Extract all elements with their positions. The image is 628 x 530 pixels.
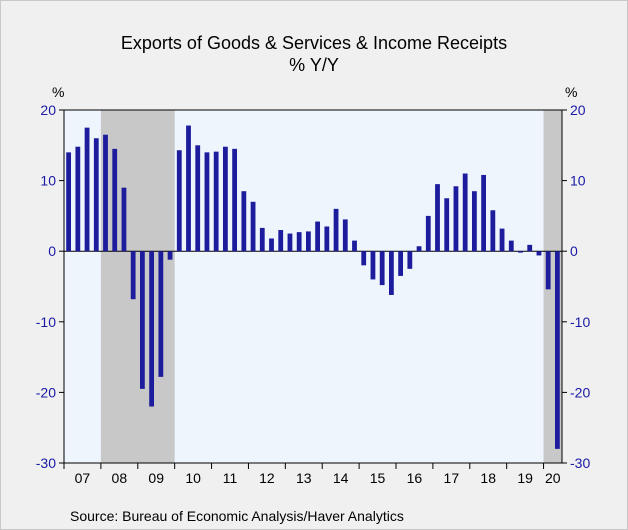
bar-12Q1 xyxy=(250,201,256,252)
bar-15Q2 xyxy=(370,251,376,280)
bar-18Q4 xyxy=(499,228,505,252)
bar-15Q4 xyxy=(388,251,394,295)
bar-07Q1 xyxy=(66,152,72,252)
bar-11Q2 xyxy=(222,146,228,252)
bar-14Q4 xyxy=(352,240,357,252)
bar-15Q3 xyxy=(379,251,385,286)
bar-13Q1 xyxy=(287,233,293,252)
left-axis-unit: % xyxy=(52,84,65,100)
y-tick-label-left: 0 xyxy=(48,243,56,259)
bar-18Q1 xyxy=(471,191,477,252)
bar-12Q4 xyxy=(278,230,284,252)
x-year-label: 10 xyxy=(185,470,201,486)
x-year-label: 14 xyxy=(333,470,349,486)
x-year-label: 09 xyxy=(148,470,164,486)
x-year-label: 15 xyxy=(370,470,386,486)
bar-08Q4 xyxy=(130,251,136,300)
bar-17Q2 xyxy=(444,198,450,252)
x-year-label: 17 xyxy=(444,470,460,486)
x-year-label: 12 xyxy=(259,470,275,486)
x-year-label: 11 xyxy=(223,470,238,486)
bar-09Q1 xyxy=(139,251,145,389)
x-year-label: 18 xyxy=(480,470,496,486)
x-year-label: 08 xyxy=(112,470,128,486)
bar-12Q3 xyxy=(269,238,274,252)
bar-19Q3 xyxy=(527,244,533,252)
y-tick-label-left: 20 xyxy=(40,102,56,118)
bar-20Q2 xyxy=(554,251,560,449)
bar-20Q1 xyxy=(545,251,551,290)
bar-11Q3 xyxy=(232,148,238,252)
bar-16Q1 xyxy=(398,251,404,276)
bar-14Q2 xyxy=(333,208,339,252)
bar-17Q4 xyxy=(462,173,468,252)
y-tick-label-left: -30 xyxy=(36,455,56,471)
y-tick-label-right: -20 xyxy=(570,384,590,400)
bar-08Q3 xyxy=(121,187,127,252)
bar-14Q3 xyxy=(342,219,348,252)
x-year-label: 20 xyxy=(545,470,561,486)
bar-19Q1 xyxy=(508,240,514,252)
source-note: Source: Bureau of Economic Analysis/Have… xyxy=(70,508,404,524)
bar-17Q3 xyxy=(453,186,459,252)
x-year-label: 07 xyxy=(75,470,91,486)
plot-border xyxy=(63,109,563,464)
bar-09Q4 xyxy=(167,251,173,260)
bar-07Q2 xyxy=(75,146,81,252)
y-tick-label-left: 10 xyxy=(40,173,56,189)
bar-08Q2 xyxy=(112,148,118,252)
bar-13Q3 xyxy=(305,231,311,252)
x-year-label: 13 xyxy=(296,470,312,486)
bar-16Q4 xyxy=(425,215,431,252)
bar-08Q1 xyxy=(103,134,108,252)
y-tick-label-right: 0 xyxy=(570,243,578,259)
bar-10Q1 xyxy=(176,150,182,252)
bar-15Q1 xyxy=(361,251,367,266)
y-tick-label-left: -20 xyxy=(36,384,56,400)
x-year-label: 16 xyxy=(407,470,423,486)
bar-07Q3 xyxy=(84,127,90,252)
bar-16Q3 xyxy=(416,246,422,252)
y-tick-label-left: -10 xyxy=(36,314,56,330)
bar-19Q4 xyxy=(536,251,542,256)
bar-11Q4 xyxy=(241,191,247,252)
bar-10Q3 xyxy=(195,145,201,252)
bar-18Q3 xyxy=(490,210,496,252)
bar-17Q1 xyxy=(435,184,440,252)
recession-band-1 xyxy=(100,110,175,463)
bar-07Q4 xyxy=(93,138,99,252)
bar-18Q2 xyxy=(481,174,487,252)
y-tick-label-right: -30 xyxy=(570,455,590,471)
bar-11Q1 xyxy=(213,151,219,252)
y-tick-label-right: 10 xyxy=(570,173,586,189)
bar-10Q4 xyxy=(204,152,210,252)
bar-14Q1 xyxy=(324,226,330,252)
bar-09Q3 xyxy=(158,251,164,377)
bar-19Q2 xyxy=(518,251,523,253)
x-year-label: 19 xyxy=(517,470,533,486)
bar-16Q2 xyxy=(407,251,413,269)
bar-13Q2 xyxy=(296,232,302,252)
y-tick-label-right: -10 xyxy=(570,314,590,330)
bar-12Q2 xyxy=(259,227,265,252)
chart-title: Exports of Goods & Services & Income Rec… xyxy=(120,33,508,53)
bar-09Q2 xyxy=(149,251,155,407)
chart-subtitle: % Y/Y xyxy=(289,55,339,75)
right-axis-unit: % xyxy=(565,84,578,100)
y-tick-label-right: 20 xyxy=(570,102,586,118)
bar-10Q2 xyxy=(186,125,191,252)
bar-13Q4 xyxy=(315,221,321,252)
